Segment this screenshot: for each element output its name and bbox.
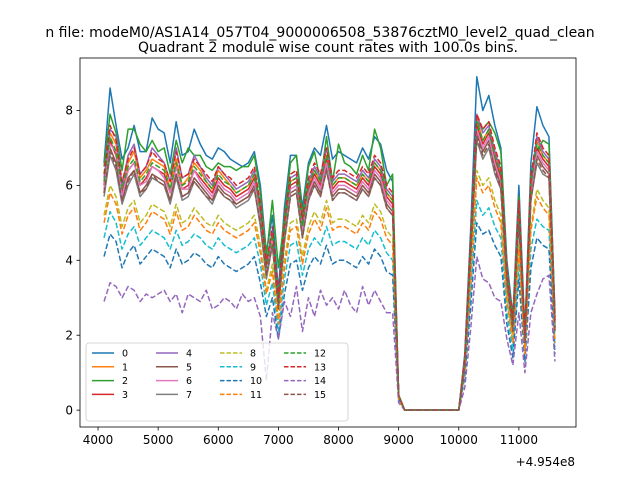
legend-label-10: 10: [250, 376, 262, 387]
x-tick-label: 7000: [263, 433, 294, 447]
x-tick-label: 9000: [383, 433, 414, 447]
chart-title: Quadrant 2 module wise count rates with …: [138, 40, 518, 56]
legend-label-9: 9: [250, 362, 256, 373]
series-line-6: [103, 128, 556, 411]
legend-label-6: 6: [186, 376, 192, 387]
series-line-0: [103, 75, 556, 411]
legend-box: [85, 342, 349, 422]
legend-label-1: 1: [122, 362, 128, 373]
x-axis-offset-label: +4.954e8: [516, 455, 575, 469]
series-line-11: [103, 177, 556, 411]
x-tick-label: 4000: [83, 433, 114, 447]
series-line-8: [103, 169, 556, 411]
legend-label-3: 3: [122, 390, 128, 401]
x-tick-label: 6000: [203, 433, 234, 447]
legend-label-4: 4: [186, 349, 192, 360]
legend-label-8: 8: [250, 349, 256, 360]
y-tick-label: 8: [65, 104, 73, 118]
legend-label-2: 2: [122, 376, 128, 387]
x-tick-label: 11000: [500, 433, 538, 447]
legend-label-5: 5: [186, 362, 192, 373]
x-tick-label: 8000: [323, 433, 354, 447]
series-line-15: [103, 135, 556, 411]
legend-label-13: 13: [314, 362, 326, 373]
legend-label-12: 12: [314, 349, 326, 360]
y-tick-label: 4: [65, 254, 73, 268]
legend-label-15: 15: [314, 390, 326, 401]
x-tick-label: 10000: [440, 433, 478, 447]
legend-label-0: 0: [122, 349, 128, 360]
series-line-14: [103, 255, 556, 411]
series-line-12: [103, 120, 556, 411]
series-line-10: [103, 222, 556, 411]
axes-layer: 4000 5000 6000 7000 8000 9000 10000 11000 0 2 4 6 8: [65, 57, 577, 447]
plot-frame: [79, 57, 577, 428]
series-line-9: [103, 199, 556, 411]
figure-suptitle: n file: modeM0/AS1A14_057T04_9000006508_…: [45, 25, 594, 41]
legend-label-11: 11: [250, 390, 262, 401]
series-layer: [103, 75, 556, 411]
y-tick-label: 0: [65, 403, 73, 417]
x-tick-label: 5000: [143, 433, 174, 447]
y-tick-label: 6: [65, 179, 73, 193]
legend-label-14: 14: [314, 376, 326, 387]
legend-label-7: 7: [186, 390, 192, 401]
y-tick-label: 2: [65, 329, 73, 343]
series-line-13: [103, 113, 556, 411]
